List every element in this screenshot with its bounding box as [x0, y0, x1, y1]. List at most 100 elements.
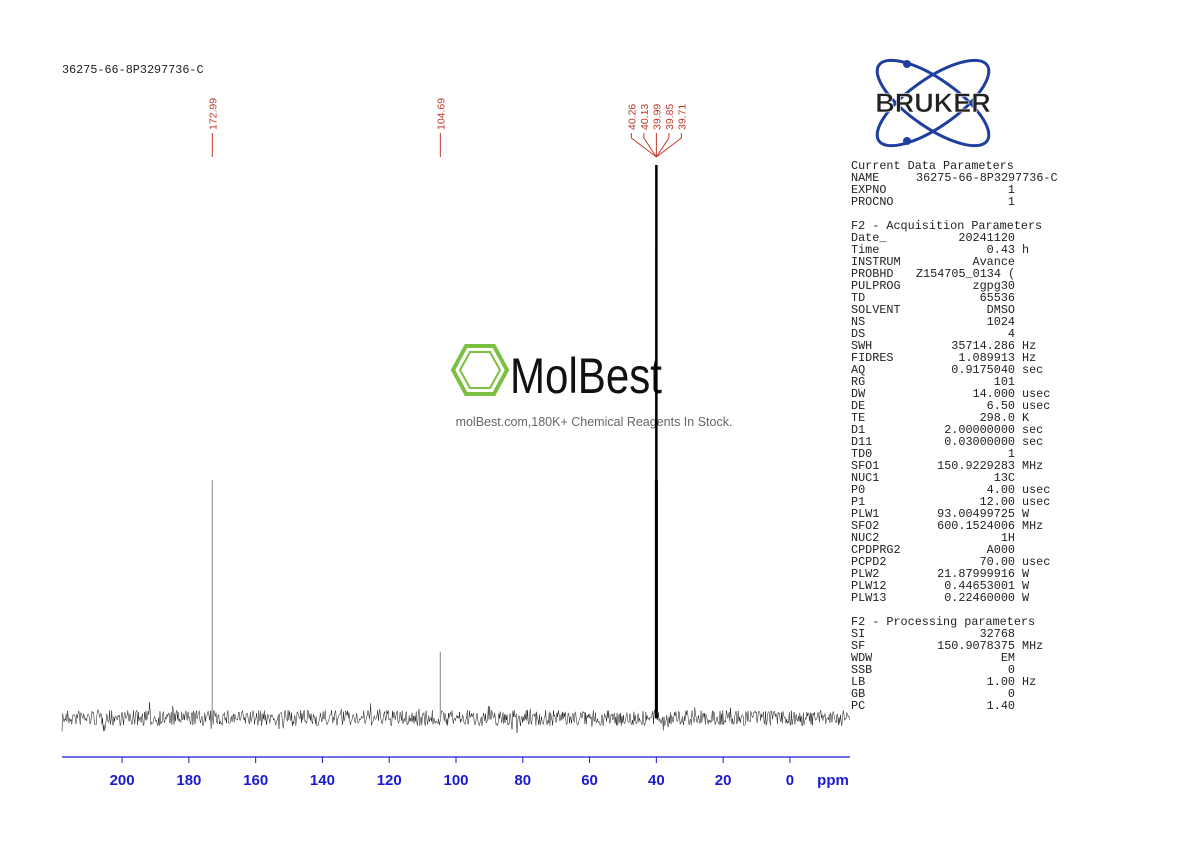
param-name: SI [851, 627, 865, 641]
param-value: 13C [994, 471, 1015, 485]
param-name: DS [851, 327, 865, 341]
param-value: 6.50 [987, 399, 1015, 413]
watermark-tagline: molBest.com,180K+ Chemical Reagents In S… [456, 415, 733, 429]
param-unit: h [1022, 243, 1029, 257]
param-name: SOLVENT [851, 303, 901, 317]
param-name: TE [851, 411, 865, 425]
param-value: 36275-66-8P3297736-C [916, 171, 1058, 185]
watermark-icon [458, 351, 502, 389]
param-name: NUC2 [851, 531, 879, 545]
param-name: EXPNO [851, 183, 886, 197]
peak-label: 40.26 [626, 104, 638, 130]
param-value: 0.22460000 [944, 591, 1015, 605]
logo-dot [903, 60, 911, 68]
peak-label-leader [656, 133, 682, 158]
watermark-brand: MolBest [510, 348, 662, 404]
param-unit: sec [1022, 435, 1043, 449]
watermark-icon [450, 344, 510, 396]
param-name: DW [851, 387, 866, 401]
param-name: AQ [851, 363, 865, 377]
param-name: TD [851, 291, 865, 305]
param-name: GB [851, 687, 865, 701]
param-value: EM [1001, 651, 1015, 665]
param-value: 4 [1008, 327, 1015, 341]
param-value: 150.9229283 [937, 459, 1015, 473]
peak-label: 39.85 [664, 104, 676, 130]
param-unit: Hz [1022, 675, 1036, 689]
peak-label-leader [643, 133, 657, 158]
param-unit: usec [1022, 555, 1050, 569]
chart-title: 36275-66-8P3297736-C [62, 63, 204, 77]
x-tick-label: 180 [176, 772, 201, 789]
param-value: zgpg30 [973, 279, 1015, 293]
peak-label: 39.71 [676, 104, 688, 130]
peak-label-leader [630, 133, 657, 158]
logo-orbit [875, 58, 991, 148]
param-value: 93.00499725 [937, 507, 1015, 521]
param-name: SWH [851, 339, 872, 353]
param-name: SFO1 [851, 459, 879, 473]
param-unit: Hz [1022, 351, 1036, 365]
x-tick-label: 20 [715, 772, 732, 789]
param-name: PC [851, 699, 865, 713]
param-value: 1 [1008, 447, 1015, 461]
peak-label: 40.13 [639, 104, 651, 130]
param-value: 1.00 [987, 675, 1015, 689]
param-unit: Hz [1022, 339, 1036, 353]
param-value: A000 [987, 543, 1015, 557]
plot: 172.99 104.69 40.26 40.13 39.99 39.85 39.71200… [61, 98, 850, 789]
bruker-logo: BRUKER [875, 58, 991, 148]
param-value: 150.9078375 [937, 639, 1015, 653]
param-value: 12.00 [980, 495, 1015, 509]
param-name: Time [851, 243, 879, 257]
x-axis-label: ppm [817, 772, 849, 789]
param-value: 70.00 [980, 555, 1015, 569]
param-unit: W [1022, 579, 1030, 593]
param-name: PLW13 [851, 591, 886, 605]
peak-label: 39.99 [651, 104, 663, 130]
param-value: 0.03000000 [944, 435, 1015, 449]
param-unit: sec [1022, 363, 1043, 377]
param-value: 1 [1008, 183, 1015, 197]
param-name: SF [851, 639, 865, 653]
param-value: 4.00 [987, 483, 1015, 497]
param-name: P0 [851, 483, 865, 497]
x-tick-label: 0 [786, 772, 794, 789]
section-title: F2 - Acquisition Parameters [851, 219, 1042, 233]
param-name: TD0 [851, 447, 872, 461]
param-name: D1 [851, 423, 865, 437]
param-unit: W [1022, 591, 1030, 605]
logo-text: BRUKER [875, 88, 991, 118]
param-value: 0 [1008, 663, 1015, 677]
param-value: 0.43 [987, 243, 1015, 257]
param-name: SFO2 [851, 519, 879, 533]
param-name: PROCNO [851, 195, 893, 209]
param-value: Z154705_0134 ( [916, 267, 1015, 281]
param-unit: usec [1022, 387, 1050, 401]
param-name: P1 [851, 495, 865, 509]
param-name: PCPD2 [851, 555, 886, 569]
param-name: D11 [851, 435, 872, 449]
param-value: 600.1524006 [937, 519, 1015, 533]
param-name: NUC1 [851, 471, 879, 485]
x-tick-label: 120 [377, 772, 402, 789]
peak-label-leader [655, 133, 670, 158]
x-tick-label: 100 [443, 772, 468, 789]
param-name: PROBHD [851, 267, 893, 281]
param-value: 20241120 [958, 231, 1015, 245]
param-name: NS [851, 315, 865, 329]
param-name: FIDRES [851, 351, 893, 365]
section-title: Current Data Parameters [851, 159, 1014, 173]
param-value: 1 [1008, 195, 1015, 209]
logo-orbit [875, 58, 991, 148]
x-tick-label: 80 [514, 772, 531, 789]
param-value: 32768 [980, 627, 1015, 641]
param-name: SSB [851, 663, 872, 677]
param-name: INSTRUM [851, 255, 901, 269]
param-value: Avance [973, 255, 1015, 269]
param-unit: W [1022, 507, 1030, 521]
param-value: 0 [1008, 687, 1015, 701]
param-value: 0.44653001 [944, 579, 1015, 593]
